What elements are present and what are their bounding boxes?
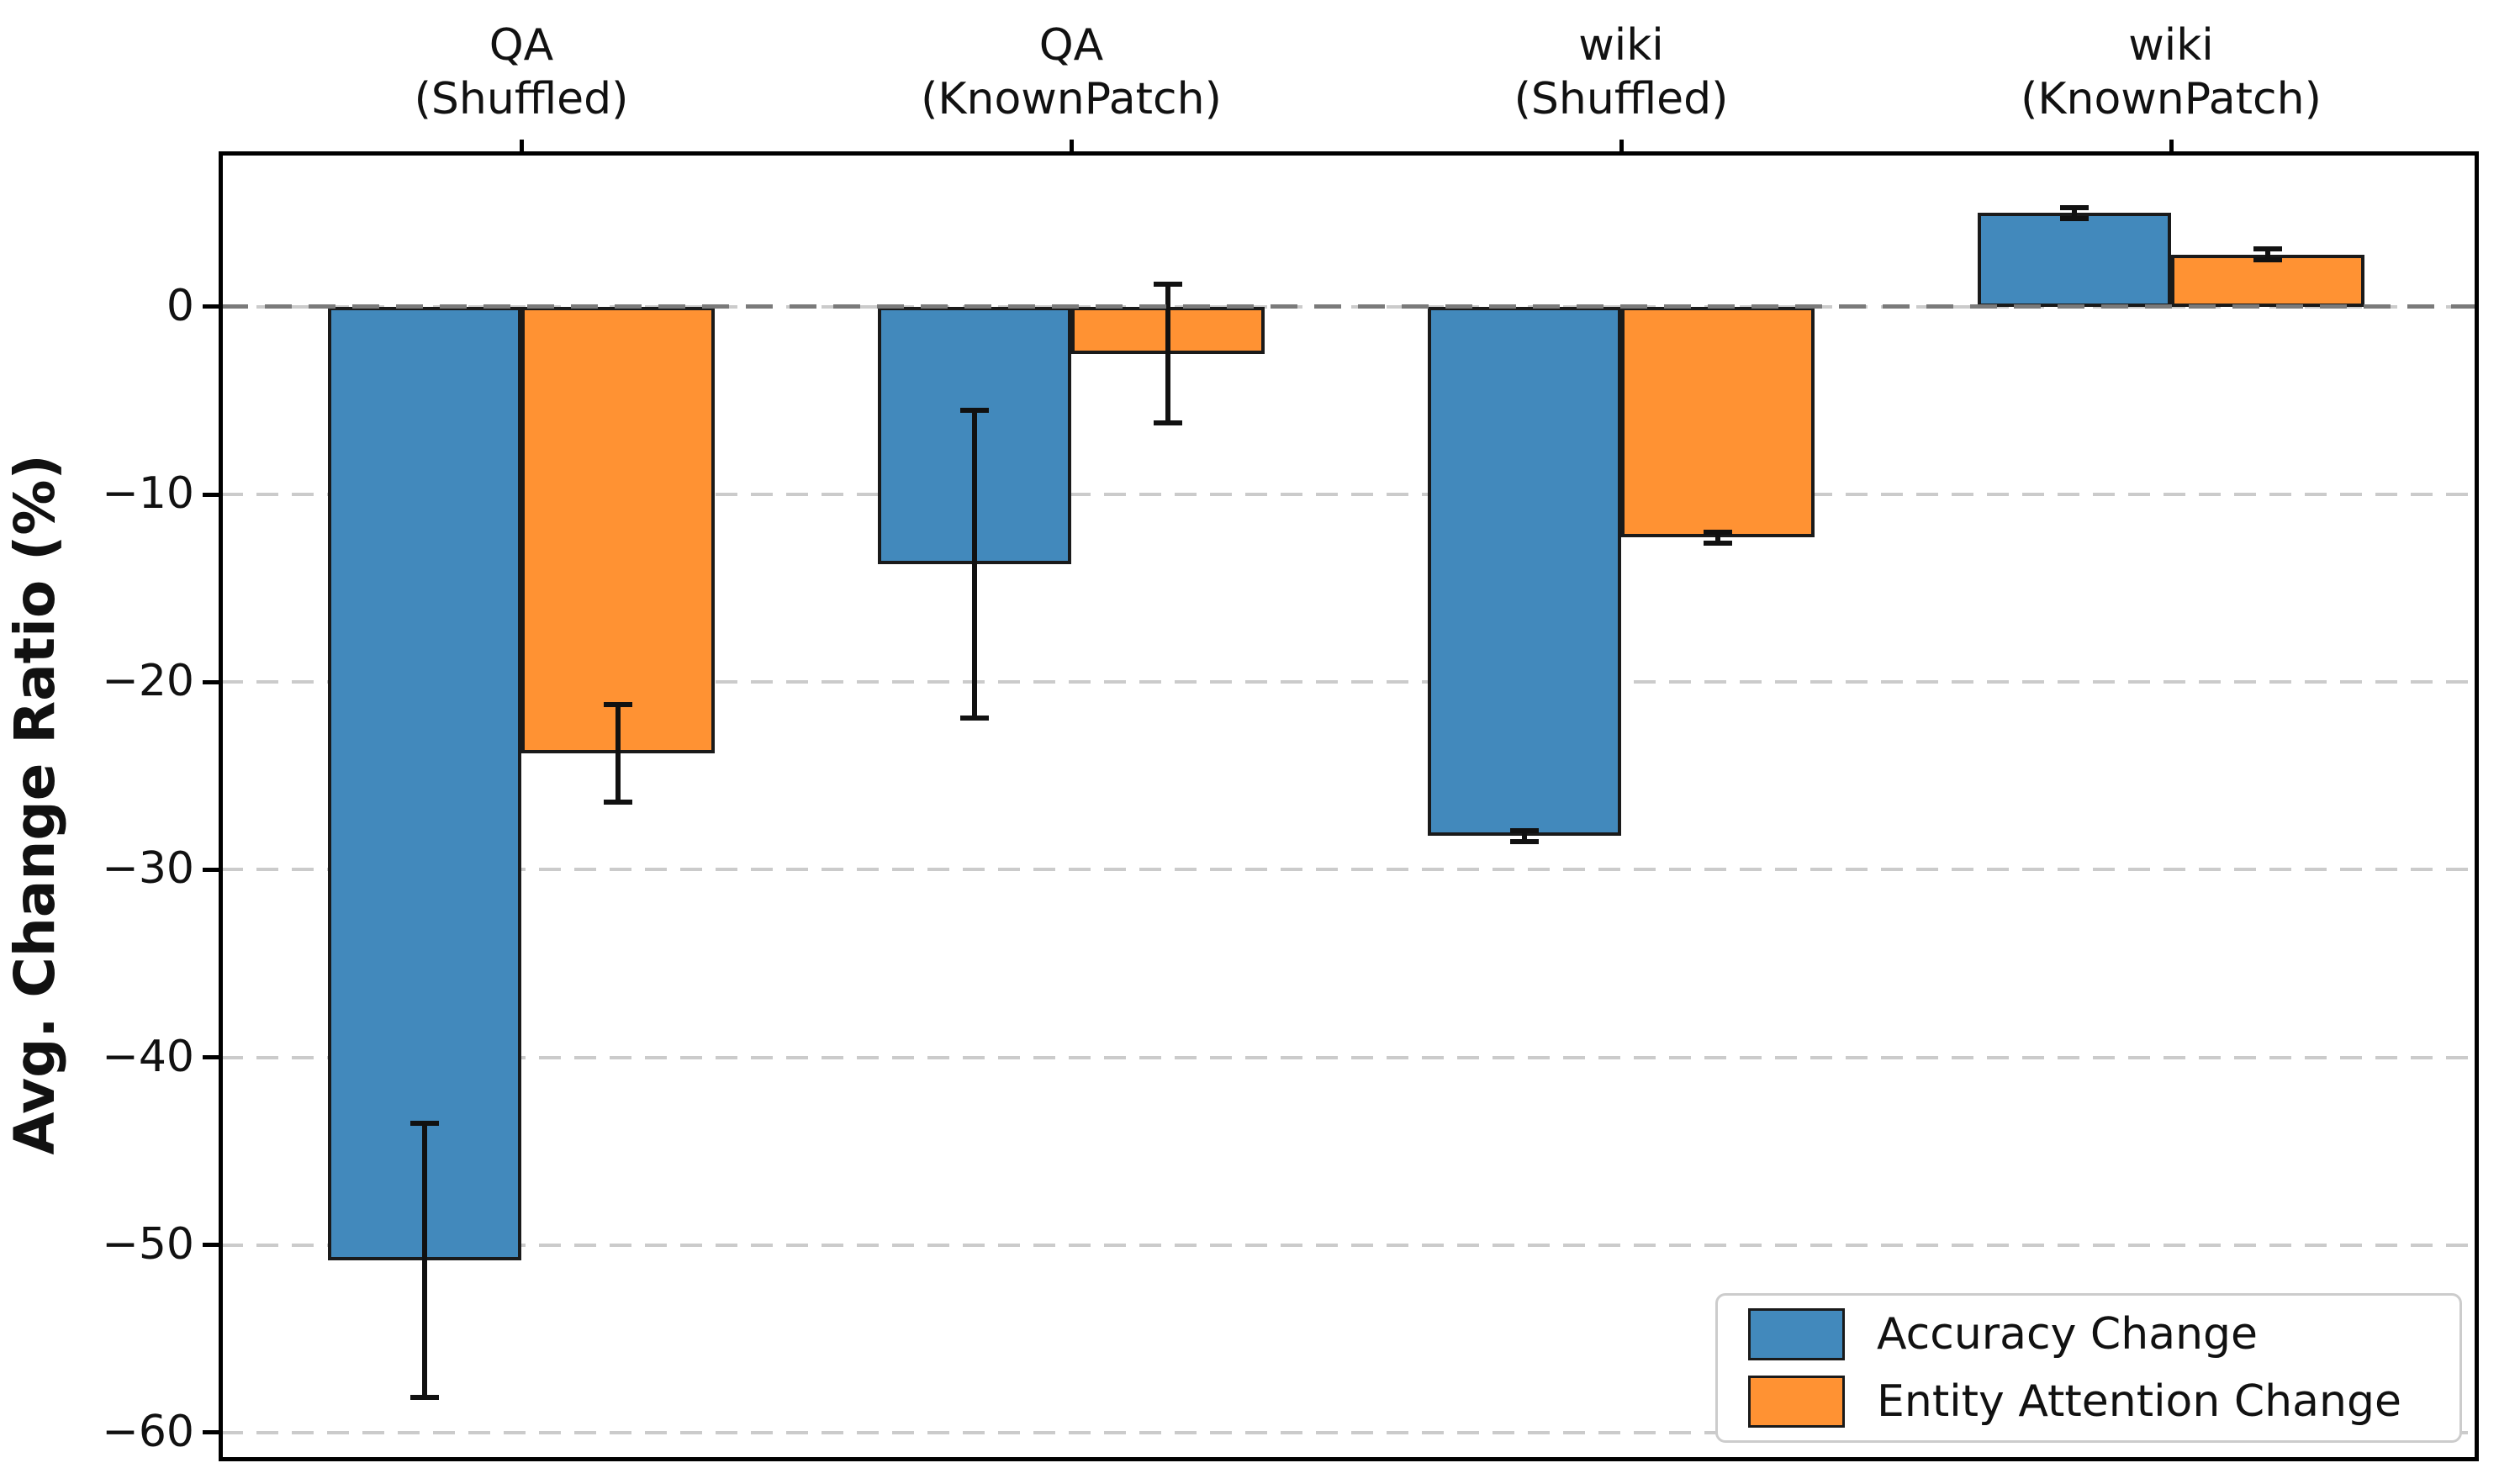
- error-bar-entity-attention-change-wiki-shuffled-cap-bottom: [1704, 541, 1732, 547]
- error-bar-accuracy-change-qa-shuffled-cap-top: [410, 1120, 439, 1126]
- error-bar-entity-attention-change-qa-knownpatch: [1165, 284, 1170, 424]
- bar-accuracy-change-wiki-shuffled: [1428, 306, 1621, 837]
- y-axis-tick--20: [203, 679, 221, 684]
- y-axis-tick-0: [203, 304, 221, 309]
- y-axis-tick--10: [203, 492, 221, 497]
- gridline-y--30: [221, 868, 2475, 872]
- error-bar-entity-attention-change-qa-shuffled: [616, 705, 621, 803]
- error-bar-entity-attention-change-wiki-shuffled: [1715, 531, 1720, 544]
- error-bar-entity-attention-change-wiki-shuffled-cap-top: [1704, 529, 1732, 535]
- y-tick-label-0: 0: [166, 280, 194, 331]
- error-bar-accuracy-change-qa-knownpatch: [972, 409, 977, 718]
- legend-label-accuracy-change: Accuracy Change: [1877, 1309, 2259, 1360]
- error-bar-entity-attention-change-qa-shuffled-cap-top: [604, 702, 632, 708]
- y-tick-label--20: −20: [102, 656, 194, 707]
- error-bar-entity-attention-change-wiki-knownpatch: [2265, 248, 2270, 261]
- legend-swatch-accuracy-change: [1748, 1308, 1845, 1360]
- error-bar-accuracy-change-wiki-knownpatch-cap-top: [2060, 204, 2089, 210]
- y-axis-tick--30: [203, 867, 221, 872]
- error-bar-accuracy-change-qa-knownpatch-cap-bottom: [960, 715, 989, 721]
- y-axis-tick--50: [203, 1243, 221, 1248]
- error-bar-entity-attention-change-qa-shuffled-cap-bottom: [604, 800, 632, 805]
- error-bar-accuracy-change-wiki-knownpatch-cap-bottom: [2060, 216, 2089, 222]
- y-tick-label--40: −40: [102, 1031, 194, 1082]
- error-bar-entity-attention-change-qa-knownpatch-cap-top: [1154, 282, 1182, 288]
- x-axis-tick-qa-knownpatch: [1069, 140, 1074, 153]
- gridline-y--10: [221, 493, 2475, 497]
- y-axis-tick--40: [203, 1055, 221, 1060]
- y-tick-label--30: −30: [102, 843, 194, 895]
- gridline-y--60: [221, 1430, 2475, 1434]
- category-label-qa-shuffled: QA (Shuffled): [414, 20, 629, 124]
- x-axis-tick-wiki-shuffled: [1619, 140, 1624, 153]
- zero-reference-line: [221, 304, 2475, 309]
- bar-accuracy-change-qa-shuffled: [328, 306, 521, 1260]
- y-axis-tick--60: [203, 1430, 221, 1435]
- error-bar-accuracy-change-wiki-shuffled-cap-bottom: [1510, 839, 1539, 845]
- gridline-y--50: [221, 1243, 2475, 1247]
- legend-label-entity-attention-change: Entity Attention Change: [1877, 1376, 2401, 1427]
- gridline-y--20: [221, 680, 2475, 684]
- y-tick-label--50: −50: [102, 1218, 194, 1270]
- error-bar-entity-attention-change-wiki-knownpatch-cap-bottom: [2253, 257, 2282, 263]
- x-axis-tick-qa-shuffled: [519, 140, 524, 153]
- bar-entity-attention-change-qa-shuffled: [521, 306, 715, 754]
- y-axis-title: Avg. Change Ratio (%): [3, 454, 67, 1155]
- bar-accuracy-change-wiki-knownpatch: [1978, 213, 2171, 307]
- error-bar-accuracy-change-wiki-shuffled-cap-top: [1510, 827, 1539, 833]
- error-bar-accuracy-change-qa-shuffled-cap-bottom: [410, 1394, 439, 1400]
- x-axis-tick-wiki-knownpatch: [2169, 140, 2174, 153]
- error-bar-accuracy-change-wiki-knownpatch: [2072, 207, 2077, 219]
- gridline-y--40: [221, 1055, 2475, 1059]
- category-label-qa-knownpatch: QA (KnownPatch): [921, 20, 1222, 124]
- error-bar-entity-attention-change-wiki-knownpatch-cap-top: [2253, 246, 2282, 251]
- y-tick-label--10: −10: [102, 468, 194, 520]
- legend-item-entity-attention-change: Entity Attention Change: [1748, 1374, 2459, 1429]
- error-bar-entity-attention-change-qa-knownpatch-cap-bottom: [1154, 420, 1182, 426]
- bar-entity-attention-change-wiki-shuffled: [1621, 306, 1815, 538]
- error-bar-accuracy-change-qa-shuffled: [422, 1122, 427, 1397]
- category-label-wiki-knownpatch: wiki (KnownPatch): [2021, 20, 2322, 124]
- legend-item-accuracy-change: Accuracy Change: [1748, 1307, 2459, 1362]
- error-bar-accuracy-change-qa-knownpatch-cap-top: [960, 407, 989, 413]
- y-tick-label--60: −60: [102, 1406, 194, 1457]
- error-bar-accuracy-change-wiki-shuffled: [1522, 830, 1527, 842]
- category-label-wiki-shuffled: wiki (Shuffled): [1514, 20, 1729, 124]
- legend: Accuracy Change Entity Attention Change: [1715, 1293, 2462, 1443]
- legend-swatch-entity-attention-change: [1748, 1376, 1845, 1428]
